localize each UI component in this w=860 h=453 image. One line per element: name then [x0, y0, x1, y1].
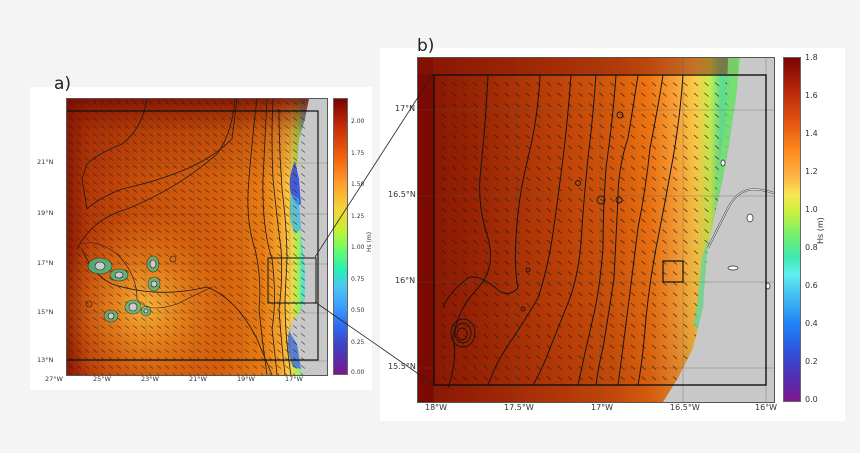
colorbar-tick: 0.50	[351, 307, 365, 314]
panel-a-ytick: 21°N	[37, 158, 54, 166]
panel-b-ytick: 15.5°N	[388, 362, 416, 371]
panel-a-map	[66, 98, 328, 376]
panel-b-xtick: 17°W	[591, 403, 614, 412]
panel-a-xtick: 27°W	[45, 375, 63, 383]
panel-a-xtick: 19°W	[237, 375, 255, 383]
panel-b-heatmap	[418, 58, 774, 402]
panel-b-ytick: 17°N	[395, 104, 416, 113]
colorbar-tick: 2.00	[351, 118, 365, 125]
panel-b-label: b)	[417, 36, 435, 56]
colorbar-tick: 1.50	[351, 181, 365, 188]
colorbar-tick: 0.6	[805, 281, 818, 290]
colorbar-tick: 1.0	[805, 205, 818, 214]
panel-b-ytick: 16.5°N	[388, 190, 416, 199]
panel-a-colorbar	[333, 98, 348, 375]
colorbar-tick: 0.2	[805, 357, 818, 366]
panel-a-heatmap	[67, 99, 327, 375]
colorbar-tick: 0.8	[805, 243, 818, 252]
colorbar-tick: 1.8	[805, 53, 818, 62]
colorbar-tick: 1.4	[805, 129, 818, 138]
colorbar-tick: 0.00	[351, 369, 365, 376]
panel-a-xtick: 25°W	[93, 375, 111, 383]
panel-a-ytick: 19°N	[37, 209, 54, 217]
colorbar-tick: 0.75	[351, 276, 365, 283]
colorbar-tick: 1.25	[351, 213, 365, 220]
panel-a-xtick: 21°W	[189, 375, 207, 383]
panel-b-xtick: 17.5°W	[504, 403, 534, 412]
colorbar-tick: 1.75	[351, 150, 365, 157]
panel-b-xtick: 16°W	[755, 403, 778, 412]
panel-a-ytick: 15°N	[37, 308, 54, 316]
panel-b-colorbar	[783, 57, 801, 402]
colorbar-tick: 1.00	[351, 244, 365, 251]
panel-b-xtick: 16.5°W	[670, 403, 700, 412]
colorbar-tick: 0.25	[351, 339, 365, 346]
panel-a-ytick: 13°N	[37, 356, 54, 364]
colorbar-tick: 0.4	[805, 319, 818, 328]
panel-b-map	[417, 57, 775, 403]
panel-a-xtick: 23°W	[141, 375, 159, 383]
colorbar-tick: 1.2	[805, 167, 818, 176]
panel-b-ytick: 16°N	[395, 276, 416, 285]
panel-a-colorbar-label: Hs (m)	[366, 231, 373, 252]
panel-b-xtick: 18°W	[425, 403, 448, 412]
colorbar-tick: 1.6	[805, 91, 818, 100]
panel-a-ytick: 17°N	[37, 259, 54, 267]
panel-a-xtick: 17°W	[285, 375, 303, 383]
colorbar-tick: 0.0	[805, 395, 818, 404]
panel-a-label: a)	[54, 74, 72, 94]
panel-b-colorbar-label: Hs (m)	[816, 217, 825, 244]
